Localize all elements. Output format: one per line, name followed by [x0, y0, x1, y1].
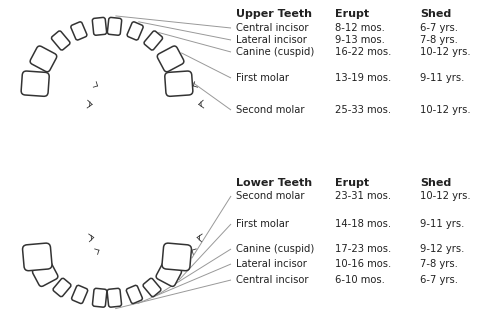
Text: Upper Teeth: Upper Teeth	[236, 9, 312, 19]
FancyBboxPatch shape	[165, 71, 193, 96]
Text: 14-18 mos.: 14-18 mos.	[335, 219, 391, 229]
Text: 10-12 yrs.: 10-12 yrs.	[420, 191, 470, 201]
FancyBboxPatch shape	[22, 243, 52, 271]
FancyBboxPatch shape	[21, 71, 49, 96]
Text: Second molar: Second molar	[236, 105, 304, 115]
Text: 9-11 yrs.: 9-11 yrs.	[420, 73, 465, 83]
Text: 23-31 mos.: 23-31 mos.	[335, 191, 391, 201]
Text: Shed: Shed	[420, 9, 451, 19]
Text: Lateral incisor: Lateral incisor	[236, 35, 307, 45]
Text: 6-7 yrs.: 6-7 yrs.	[420, 23, 458, 33]
Text: Second molar: Second molar	[236, 191, 304, 201]
Text: Shed: Shed	[420, 178, 451, 188]
Text: Erupt: Erupt	[335, 9, 369, 19]
FancyBboxPatch shape	[32, 262, 58, 287]
FancyBboxPatch shape	[30, 46, 56, 72]
Text: 13-19 mos.: 13-19 mos.	[335, 73, 391, 83]
Text: Canine (cuspid): Canine (cuspid)	[236, 47, 314, 57]
FancyBboxPatch shape	[162, 243, 192, 271]
Text: 6-10 mos.: 6-10 mos.	[335, 275, 385, 285]
Text: 16-22 mos.: 16-22 mos.	[335, 47, 392, 57]
Text: Central incisor: Central incisor	[236, 275, 308, 285]
Text: 10-16 mos.: 10-16 mos.	[335, 259, 391, 269]
FancyBboxPatch shape	[126, 285, 142, 303]
Text: 25-33 mos.: 25-33 mos.	[335, 105, 391, 115]
Text: 9-12 yrs.: 9-12 yrs.	[420, 244, 465, 254]
FancyBboxPatch shape	[92, 17, 106, 35]
FancyBboxPatch shape	[143, 278, 161, 297]
Text: 7-8 yrs.: 7-8 yrs.	[420, 259, 458, 269]
FancyBboxPatch shape	[127, 22, 143, 40]
FancyBboxPatch shape	[156, 262, 182, 287]
FancyBboxPatch shape	[53, 278, 71, 297]
FancyBboxPatch shape	[107, 289, 122, 307]
FancyBboxPatch shape	[72, 285, 88, 303]
Text: Erupt: Erupt	[335, 178, 369, 188]
Text: 17-23 mos.: 17-23 mos.	[335, 244, 391, 254]
FancyBboxPatch shape	[158, 46, 184, 72]
Text: Central incisor: Central incisor	[236, 23, 308, 33]
FancyBboxPatch shape	[71, 22, 87, 40]
Text: 10-12 yrs.: 10-12 yrs.	[420, 47, 470, 57]
Text: Lateral incisor: Lateral incisor	[236, 259, 307, 269]
Text: First molar: First molar	[236, 73, 289, 83]
FancyBboxPatch shape	[52, 31, 70, 50]
Text: 6-7 yrs.: 6-7 yrs.	[420, 275, 458, 285]
FancyBboxPatch shape	[144, 31, 163, 50]
Text: 9-13 mos.: 9-13 mos.	[335, 35, 385, 45]
Text: 7-8 yrs.: 7-8 yrs.	[420, 35, 458, 45]
Text: Canine (cuspid): Canine (cuspid)	[236, 244, 314, 254]
FancyBboxPatch shape	[92, 289, 107, 307]
Text: 10-12 yrs.: 10-12 yrs.	[420, 105, 470, 115]
Text: 9-11 yrs.: 9-11 yrs.	[420, 219, 465, 229]
Text: First molar: First molar	[236, 219, 289, 229]
Text: Lower Teeth: Lower Teeth	[236, 178, 312, 188]
FancyBboxPatch shape	[108, 17, 122, 35]
Text: 8-12 mos.: 8-12 mos.	[335, 23, 385, 33]
